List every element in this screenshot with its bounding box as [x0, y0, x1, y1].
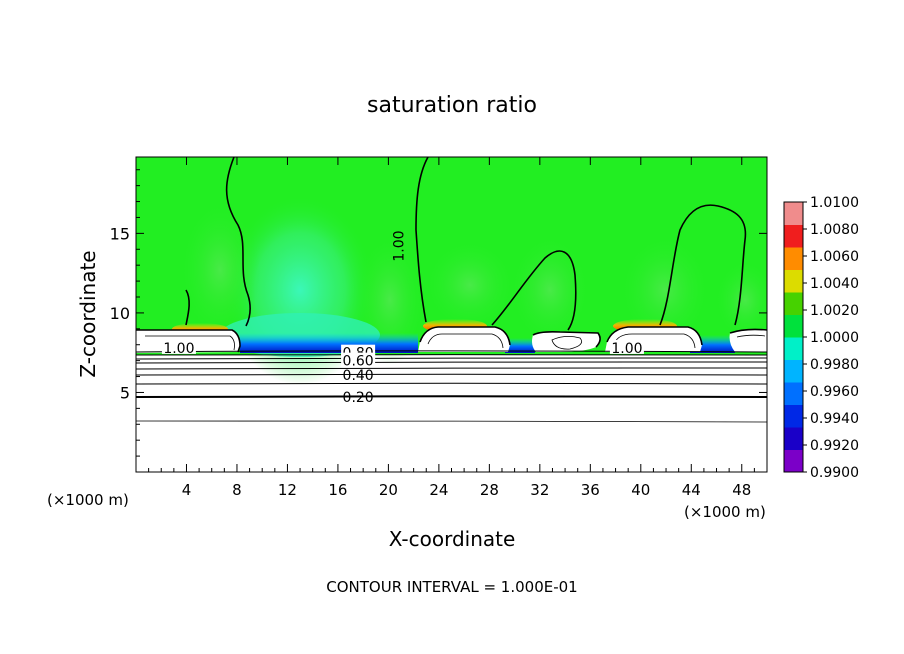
contour-label-group: 1.00: [609, 339, 644, 357]
x-axis: 4 8 12 16 20 24 28 32 36 40 44 48: [148, 157, 755, 499]
y-axis: 5 10 15: [110, 169, 767, 457]
contour-label: 1.00: [611, 341, 642, 357]
contour-label-group: 1.00: [161, 339, 196, 357]
x-tick-label: 8: [232, 481, 242, 499]
colorbar-swatch: [784, 449, 803, 473]
contour-label: 1.00: [163, 341, 194, 357]
x-unit-left: (×1000 m): [47, 491, 129, 509]
colorbar-swatch: [784, 247, 803, 270]
contour-interval-note: CONTOUR INTERVAL = 1.000E-01: [326, 578, 577, 596]
x-tick-label: 12: [278, 481, 297, 499]
colorbar-label: 1.0020: [810, 303, 859, 319]
contour-label-bg: [161, 339, 196, 354]
y-tick-label: 10: [110, 304, 130, 323]
colorbar-swatch: [784, 292, 803, 315]
x-tick-label: 40: [631, 481, 650, 499]
contour-label-group: 0.20: [343, 390, 374, 406]
contour-label-bg: [341, 352, 376, 367]
contour-label: 0.20: [343, 390, 374, 406]
y-axis-title: Z-coordinate: [76, 250, 100, 377]
colorbar-label: 1.0000: [810, 330, 859, 346]
x-tick-label: 16: [328, 481, 347, 499]
colorbar-label: 1.0100: [810, 195, 859, 211]
contour-labels: 1.001.001.000.800.600.400.20: [161, 231, 644, 406]
colorbar-swatch: [784, 427, 803, 450]
chart-title: saturation ratio: [367, 93, 537, 118]
colorbar-swatch: [784, 337, 803, 360]
colorbar-swatch: [784, 224, 803, 248]
contour-label: 1.00: [391, 231, 407, 262]
colorbar-label: 1.0080: [810, 222, 859, 238]
heatmap-field: [136, 157, 767, 472]
colorbar-label: 0.9960: [810, 384, 859, 400]
contour-label: 0.40: [343, 368, 374, 384]
x-tick-label: 4: [182, 481, 192, 499]
colorbar-swatch: [784, 269, 803, 293]
contour-label-group: 0.60: [341, 352, 376, 370]
x-axis-title: X-coordinate: [389, 527, 516, 551]
colorbar-swatch: [784, 404, 803, 428]
contour-label-group: 1.00: [391, 231, 407, 262]
colorbar-swatch: [784, 202, 803, 225]
colorbar-label: 0.9920: [810, 438, 859, 454]
contour-label-group: 0.40: [343, 368, 374, 384]
colorbar-swatch: [784, 359, 803, 383]
x-tick-label: 44: [682, 481, 701, 499]
contour-label: 0.60: [343, 354, 374, 370]
colorbar-label: 1.0040: [810, 276, 859, 292]
x-tick-label: 48: [732, 481, 751, 499]
colorbar-swatch: [784, 382, 803, 405]
x-tick-label: 28: [480, 481, 499, 499]
y-tick-label: 5: [120, 383, 130, 402]
colorbar-label: 1.0060: [810, 249, 859, 265]
colorbar-swatch: [784, 314, 803, 338]
contour-label-bg: [609, 339, 644, 354]
x-tick-label: 24: [429, 481, 448, 499]
x-tick-label: 36: [581, 481, 600, 499]
colorbar-label: 0.9900: [810, 465, 859, 481]
colorbar-label: 0.9980: [810, 357, 859, 373]
x-tick-label: 32: [530, 481, 549, 499]
x-unit-right: (×1000 m): [684, 503, 766, 521]
colorbar-label: 0.9940: [810, 411, 859, 427]
colorbar: 0.9900 0.9920 0.9940 0.9960 0.9980 1.0000 1.00…: [783, 195, 859, 481]
y-tick-label: 15: [110, 224, 130, 243]
x-tick-label: 20: [379, 481, 398, 499]
